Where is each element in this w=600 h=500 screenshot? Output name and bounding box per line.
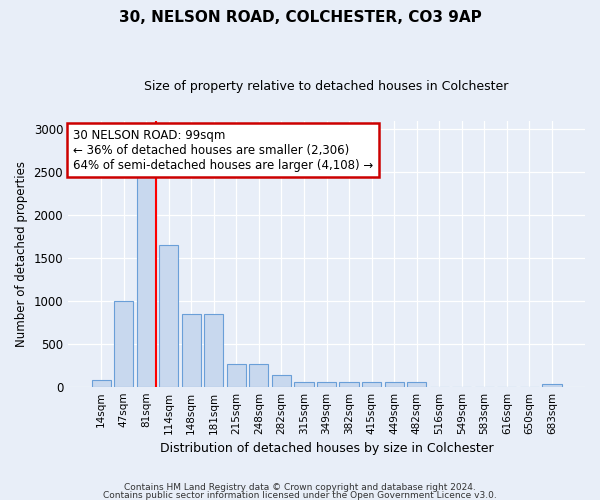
Bar	[92, 380, 110, 386]
Bar	[385, 382, 404, 386]
X-axis label: Distribution of detached houses by size in Colchester: Distribution of detached houses by size …	[160, 442, 493, 455]
Bar	[159, 245, 178, 386]
Bar	[340, 382, 359, 386]
Bar	[182, 314, 201, 386]
Bar	[114, 301, 133, 386]
Bar	[407, 382, 426, 386]
Bar	[250, 364, 268, 386]
Title: Size of property relative to detached houses in Colchester: Size of property relative to detached ho…	[145, 80, 509, 93]
Bar	[137, 176, 156, 386]
Bar	[227, 364, 246, 386]
Bar	[272, 374, 291, 386]
Bar	[362, 382, 381, 386]
Bar	[542, 384, 562, 386]
Bar	[295, 382, 314, 386]
Text: Contains public sector information licensed under the Open Government Licence v3: Contains public sector information licen…	[103, 490, 497, 500]
Text: 30 NELSON ROAD: 99sqm
← 36% of detached houses are smaller (2,306)
64% of semi-d: 30 NELSON ROAD: 99sqm ← 36% of detached …	[73, 128, 373, 172]
Bar	[204, 314, 223, 386]
Y-axis label: Number of detached properties: Number of detached properties	[15, 160, 28, 346]
Text: 30, NELSON ROAD, COLCHESTER, CO3 9AP: 30, NELSON ROAD, COLCHESTER, CO3 9AP	[119, 10, 481, 25]
Bar	[317, 382, 336, 386]
Text: Contains HM Land Registry data © Crown copyright and database right 2024.: Contains HM Land Registry data © Crown c…	[124, 484, 476, 492]
